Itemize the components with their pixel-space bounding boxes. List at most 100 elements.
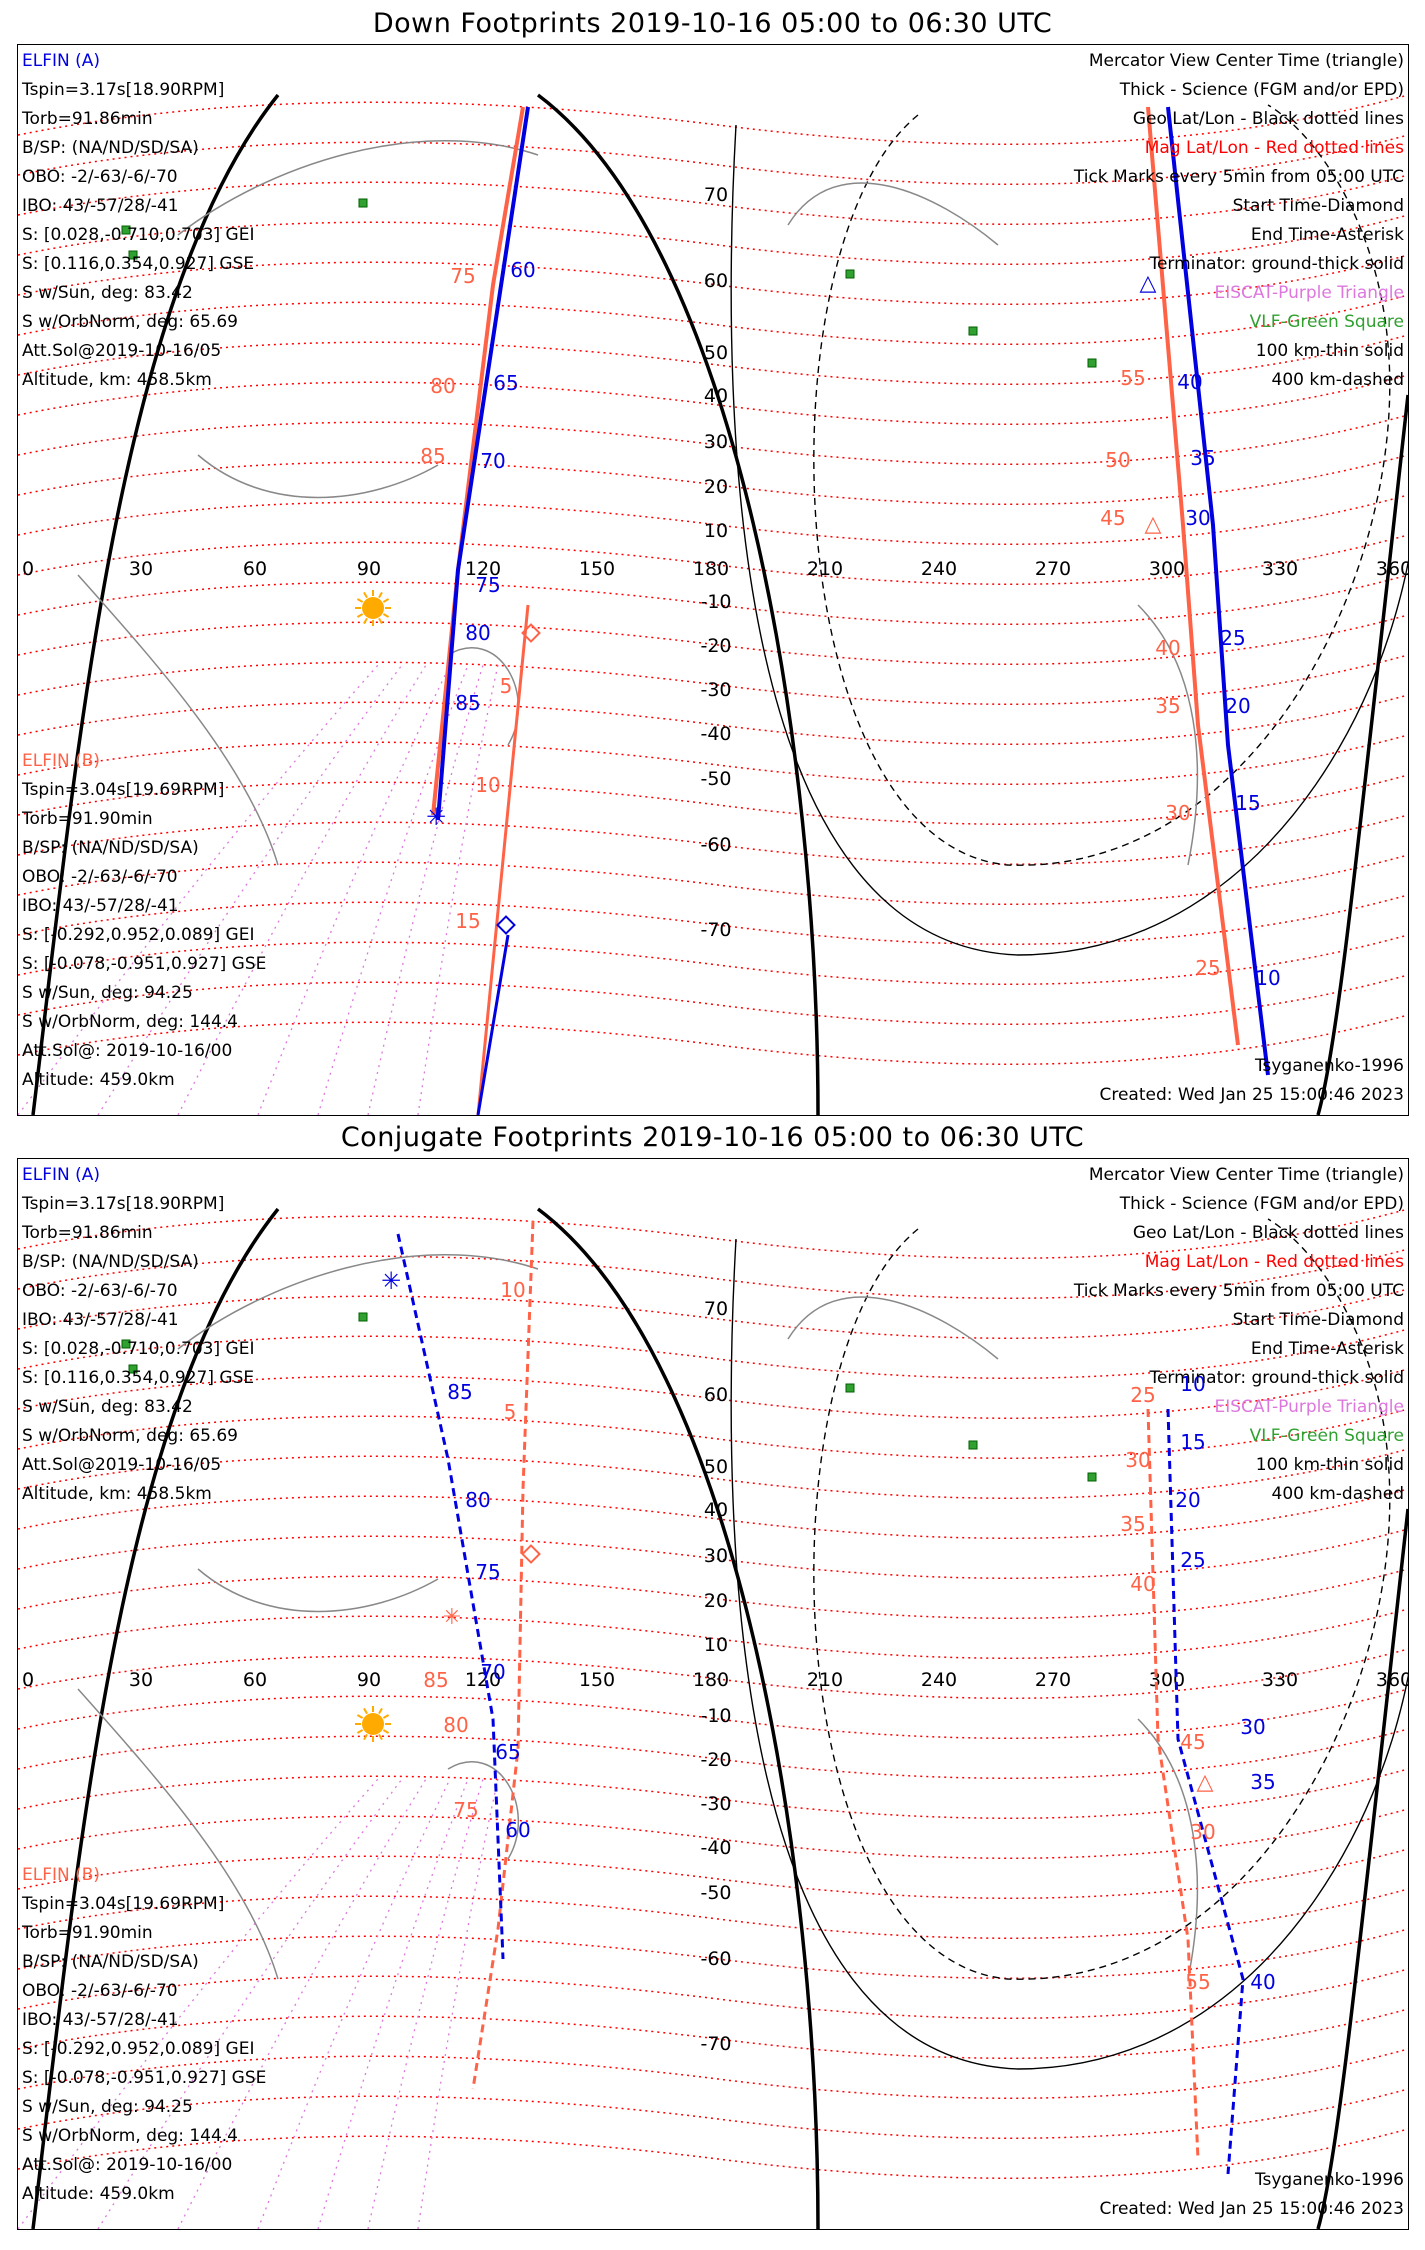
- elfin-b-minute-label: 85: [423, 1668, 448, 1692]
- info-line: S: [0.116,0.354,0.927] GSE: [22, 1368, 255, 1388]
- lat-label: -10: [700, 1705, 731, 1727]
- mag-lat-line: [18, 574, 1408, 625]
- info-line: Att.Sol@2019-10-16/05: [22, 1455, 222, 1475]
- vlf-station-marker: [121, 1339, 131, 1349]
- mag-lat-line: [18, 2088, 1408, 2139]
- info-line: Tspin=3.04s[19.69RPM]: [22, 1894, 225, 1914]
- legend-item: Tick Marks every 5min from 05:00 UTC: [1073, 1281, 1404, 1301]
- lon-label: 30: [129, 1669, 153, 1691]
- mag-lat-line: [18, 2128, 1408, 2179]
- info-line: B/SP: (NA/ND/SD/SA): [22, 838, 199, 858]
- lat-label: 30: [704, 1545, 728, 1567]
- lon-label: 150: [579, 558, 615, 580]
- vlf-station-marker: [968, 1440, 978, 1450]
- 100km-footprint-oval: [730, 1238, 1408, 2070]
- elfin-a-minute-label: 80: [465, 1488, 490, 1512]
- lat-label: -70: [700, 919, 731, 941]
- lon-label: 180: [693, 1669, 729, 1691]
- mag-lat-line: [18, 1848, 1408, 1899]
- elfin-b-minute-label: 25: [1195, 956, 1220, 980]
- info-line: Altitude: 459.0km: [22, 2184, 175, 2204]
- elfin-a-label: ELFIN (A): [22, 1165, 101, 1185]
- elfin-a-minute-label: 30: [1185, 506, 1210, 530]
- info-line: S w/Sun, deg: 83.42: [22, 1397, 193, 1417]
- lat-label: -20: [700, 1749, 731, 1771]
- info-line: IBO: 43/-57/28/-41: [22, 896, 179, 916]
- info-line: S w/OrbNorm, deg: 144.4: [22, 1012, 239, 1032]
- start-time-diamond: [496, 915, 516, 935]
- info-line: OBO: -2/-63/-6/-70: [22, 167, 178, 187]
- coastline: [787, 1296, 999, 1360]
- elfin-b-minute-label: 15: [455, 909, 480, 933]
- elfin-b-minute-label: 75: [450, 264, 475, 288]
- legend-item: Tick Marks every 5min from 05:00 UTC: [1073, 167, 1404, 187]
- info-line: IBO: 43/-57/28/-41: [22, 2010, 179, 2030]
- view-center-triangle: △: [1145, 512, 1162, 537]
- lat-label: -60: [700, 1948, 731, 1970]
- info-line: Torb=91.86min: [22, 1223, 153, 1243]
- elfin-a-track: [436, 106, 530, 821]
- legend: Mercator View Center Time (triangle) Thi…: [1074, 47, 1404, 395]
- lat-label: 20: [704, 1590, 728, 1612]
- mag-lat-line: [18, 1488, 1408, 1539]
- lat-label: 10: [704, 1634, 728, 1656]
- info-line: Altitude, km: 458.5km: [22, 370, 212, 390]
- elfin-a-track: [396, 1233, 505, 1960]
- view-center-triangle: △: [1197, 1770, 1214, 1795]
- info-line: S w/OrbNorm, deg: 65.69: [22, 312, 239, 332]
- view-center-triangle: △: [1140, 271, 1157, 296]
- lat-label: 70: [704, 1298, 728, 1320]
- mag-lat-line: [18, 934, 1408, 985]
- mag-lat-line: [18, 1648, 1408, 1699]
- elfin-b-minute-label: 5: [504, 1400, 517, 1424]
- legend-item: Terminator: ground-thick solid: [1149, 254, 1404, 274]
- terminator-line: [1316, 1508, 1408, 2229]
- lat-label: -30: [700, 1793, 731, 1815]
- mag-lat-line: [18, 1528, 1408, 1579]
- elfin-b-minute-label: 55: [1185, 1970, 1210, 1994]
- coastline: [787, 182, 999, 246]
- mag-lat-line: [18, 974, 1408, 1025]
- legend-item: Thick - Science (FGM and/or EPD): [1119, 80, 1404, 100]
- elfin-a-minute-label: 20: [1225, 694, 1250, 718]
- elfin-b-minute-label: 35: [1120, 1512, 1145, 1536]
- vlf-station-marker: [968, 326, 978, 336]
- mag-lat-line: [18, 294, 1408, 345]
- vlf-station-marker: [128, 250, 138, 260]
- coastline: [1137, 1718, 1199, 1980]
- info-line: S w/Sun, deg: 94.25: [22, 983, 193, 1003]
- elfin-b-minute-label: 10: [475, 773, 500, 797]
- elfin-b-minute-label: 5: [500, 674, 513, 698]
- info-line: S: [0.028,-0.710,0.703] GEI: [22, 1339, 255, 1359]
- mag-lat-line: [18, 214, 1408, 265]
- lat-label: 50: [704, 1456, 728, 1478]
- mag-lat-line: [18, 334, 1408, 385]
- elfin-b-label: ELFIN (B): [22, 1865, 101, 1885]
- lon-label: 240: [921, 1669, 957, 1691]
- lat-label: 30: [704, 431, 728, 453]
- model-label: Tsyganenko-1996: [1254, 1056, 1404, 1076]
- info-line: Torb=91.90min: [22, 809, 153, 829]
- legend-item: EISCAT-Purple Triangle: [1214, 1397, 1404, 1417]
- elfin-a-minute-label: 10: [1255, 966, 1280, 990]
- lat-label: 50: [704, 342, 728, 364]
- lon-label: 60: [243, 558, 267, 580]
- elfin-a-track: [476, 934, 510, 1115]
- elfin-b-minute-label: 80: [430, 374, 455, 398]
- legend-item: Mag Lat/Lon - Red dotted lines: [1144, 138, 1404, 158]
- footer: Tsyganenko-1996 Created: Wed Jan 25 15:0…: [1099, 1052, 1404, 1110]
- lon-label: 300: [1149, 1669, 1185, 1691]
- lon-label: 330: [1262, 558, 1298, 580]
- legend-item: Start Time-Diamond: [1232, 196, 1404, 216]
- elfin-b-minute-label: 50: [1105, 448, 1130, 472]
- elfin-b-track: [1146, 106, 1240, 1046]
- footer: Tsyganenko-1996 Created: Wed Jan 25 15:0…: [1099, 2166, 1404, 2224]
- lon-label: 0: [22, 1669, 34, 1691]
- coastline: [197, 1568, 439, 1613]
- info-line: IBO: 43/-57/28/-41: [22, 196, 179, 216]
- mag-lat-line: [18, 534, 1408, 585]
- start-time-diamond: [521, 623, 541, 643]
- info-line: S: [-0.078,-0.951,0.927] GSE: [22, 954, 267, 974]
- mag-lat-line: [18, 1688, 1408, 1739]
- legend-item: VLF-Green Square: [1249, 1426, 1404, 1446]
